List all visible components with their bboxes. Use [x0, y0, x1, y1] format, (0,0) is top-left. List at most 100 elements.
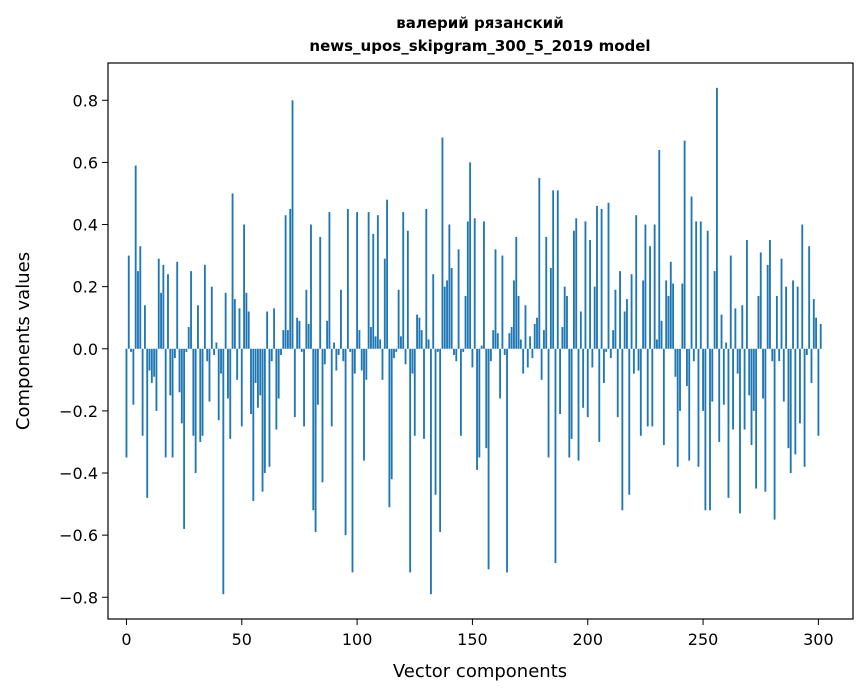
bar-234: [665, 280, 668, 349]
x-tick-label: 150: [457, 630, 488, 649]
bar-218: [628, 348, 631, 495]
bar-99: [353, 348, 356, 374]
bar-237: [672, 283, 675, 349]
bar-235: [667, 295, 670, 349]
bar-19: [169, 348, 172, 396]
bar-125: [413, 348, 416, 436]
bar-132: [429, 348, 432, 595]
bar-211: [612, 330, 615, 349]
bar-214: [619, 271, 621, 349]
bar-159: [492, 330, 495, 349]
bar-298: [812, 299, 815, 349]
bar-47: [233, 299, 236, 349]
bar-114: [388, 348, 391, 508]
bar-202: [591, 348, 594, 368]
bar-301: [819, 323, 822, 349]
bar-9: [146, 348, 149, 498]
bar-195: [575, 218, 578, 349]
bar-161: [496, 333, 499, 349]
x-tick-label: 200: [572, 630, 603, 649]
bar-43: [224, 292, 227, 349]
bar-126: [416, 314, 418, 349]
bar-242: [683, 140, 686, 349]
bar-223: [639, 348, 642, 436]
bar-73: [293, 348, 296, 418]
bar-247: [695, 221, 698, 349]
bar-72: [291, 100, 294, 349]
bar-272: [752, 348, 755, 411]
bar-162: [499, 348, 502, 399]
bar-150: [471, 348, 474, 368]
bar-97: [349, 348, 352, 352]
bar-86: [323, 348, 326, 365]
bar-118: [397, 289, 400, 349]
bar-49: [238, 308, 241, 349]
bar-105: [367, 212, 370, 349]
bar-100: [356, 212, 359, 349]
bar-127: [418, 317, 421, 349]
bar-165: [506, 348, 508, 573]
bar-79: [307, 323, 310, 349]
bar-146: [462, 348, 465, 352]
bar-23: [178, 348, 181, 393]
bar-282: [775, 295, 778, 349]
bar-66: [277, 348, 280, 399]
bar-8: [143, 305, 146, 349]
bar-249: [699, 221, 702, 349]
y-tick-label: −0.2: [59, 402, 98, 421]
bar-265: [736, 348, 739, 374]
bar-120: [402, 212, 405, 349]
bar-299: [815, 317, 818, 349]
bar-75: [298, 320, 301, 349]
bar-147: [464, 295, 467, 349]
bar-18: [167, 274, 169, 349]
bar-53: [247, 311, 250, 349]
bar-297: [810, 348, 813, 383]
bar-262: [729, 255, 732, 349]
bar-267: [741, 305, 744, 349]
bar-44: [227, 348, 229, 399]
bar-266: [739, 348, 741, 514]
bar-244: [688, 348, 691, 461]
bar-257: [718, 348, 721, 442]
bar-168: [513, 280, 515, 349]
bar-106: [370, 327, 372, 349]
bar-207: [602, 348, 605, 383]
y-tick-label: −0.4: [59, 464, 98, 483]
bar-110: [379, 339, 382, 349]
bar-115: [390, 348, 393, 480]
bar-254: [711, 348, 714, 402]
bar-197: [579, 311, 582, 349]
bar-281: [773, 348, 776, 520]
bar-42: [222, 348, 225, 595]
bar-77: [303, 348, 305, 427]
bar-3: [132, 348, 135, 405]
bar-111: [381, 348, 384, 380]
y-axis-ticks: −0.8 −0.6 −0.4 −0.2 0.0 0.2 0.4 0.6 0.8: [59, 91, 108, 607]
bar-171: [519, 339, 522, 349]
bar-269: [745, 240, 748, 349]
bar-101: [358, 330, 361, 349]
bar-229: [653, 224, 656, 349]
bar-256: [715, 87, 718, 349]
bar-238: [674, 348, 677, 377]
bar-221: [635, 215, 638, 349]
bar-263: [732, 348, 734, 430]
bar-191: [566, 295, 568, 349]
bar-108: [374, 336, 377, 349]
bar-143: [455, 348, 458, 362]
bar-174: [526, 348, 529, 368]
bar-95: [344, 348, 347, 536]
bar-151: [473, 218, 476, 349]
y-tick-label: 0.4: [73, 216, 98, 235]
bar-286: [785, 286, 788, 349]
bar-187: [556, 190, 559, 349]
bar-32: [199, 348, 202, 442]
bar-26: [185, 348, 188, 352]
bar-35: [206, 348, 209, 362]
bar-236: [669, 261, 672, 349]
bar-59: [261, 348, 264, 492]
bar-210: [609, 348, 612, 359]
bar-194: [572, 230, 575, 349]
bar-142: [453, 348, 455, 355]
